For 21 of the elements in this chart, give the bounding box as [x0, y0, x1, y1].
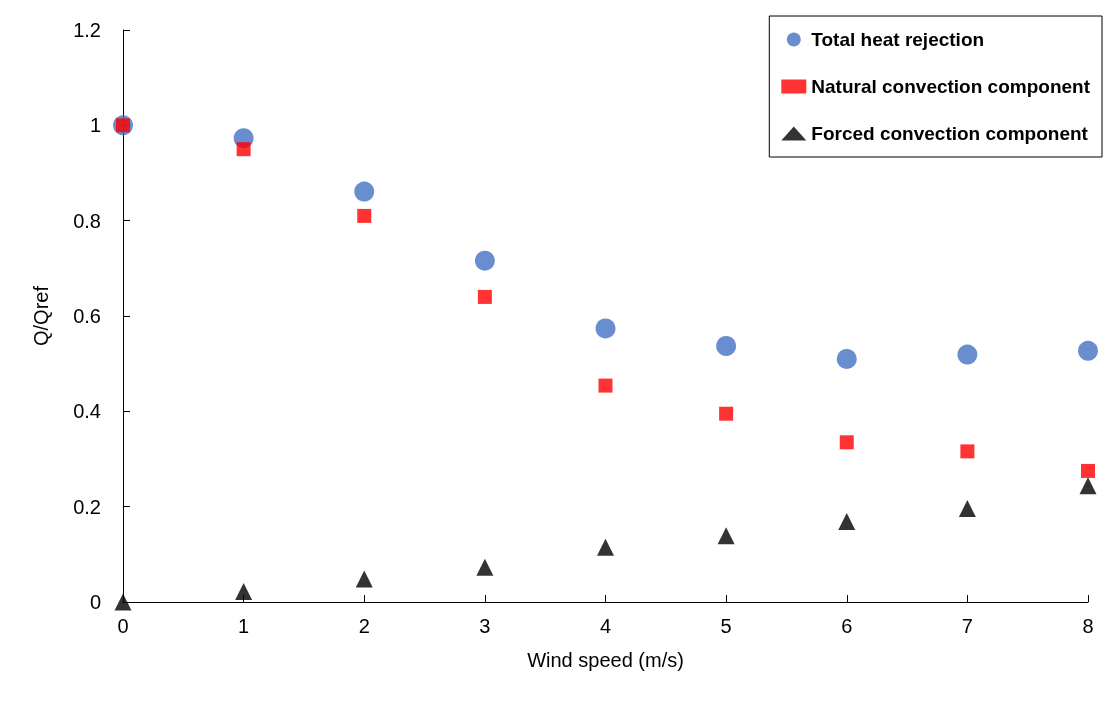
y-tick-label: 0.8: [73, 209, 101, 232]
x-tick-label: 4: [599, 615, 612, 637]
x-tick-label: 0: [117, 615, 129, 637]
y-tick-label: 1.2: [73, 19, 101, 41]
y-axis-title: Q/Qref: [30, 285, 52, 347]
x-tick-label: 3: [479, 615, 491, 637]
x-tick-label: 7: [961, 615, 973, 637]
x-tick-label: 8: [1082, 615, 1094, 637]
x-tick-label: 1: [238, 615, 250, 637]
x-tick-label: 5: [720, 615, 732, 637]
y-tick-label: 0.6: [73, 305, 101, 327]
y-tick-label: 0.4: [73, 400, 101, 423]
y-tick-label: 0.2: [73, 495, 101, 518]
y-tick-label: 0: [89, 591, 101, 613]
x-axis-title: Wind speed (m/s): [527, 649, 684, 671]
legend-label: Total heat rejection: [811, 29, 985, 50]
legend-label: Forced convection component: [811, 123, 1089, 144]
y-tick-label: 1: [89, 114, 101, 137]
legend-label: Natural convection component: [811, 76, 1091, 97]
x-tick-label: 2: [358, 615, 370, 637]
x-tick-label: 6: [841, 615, 853, 637]
